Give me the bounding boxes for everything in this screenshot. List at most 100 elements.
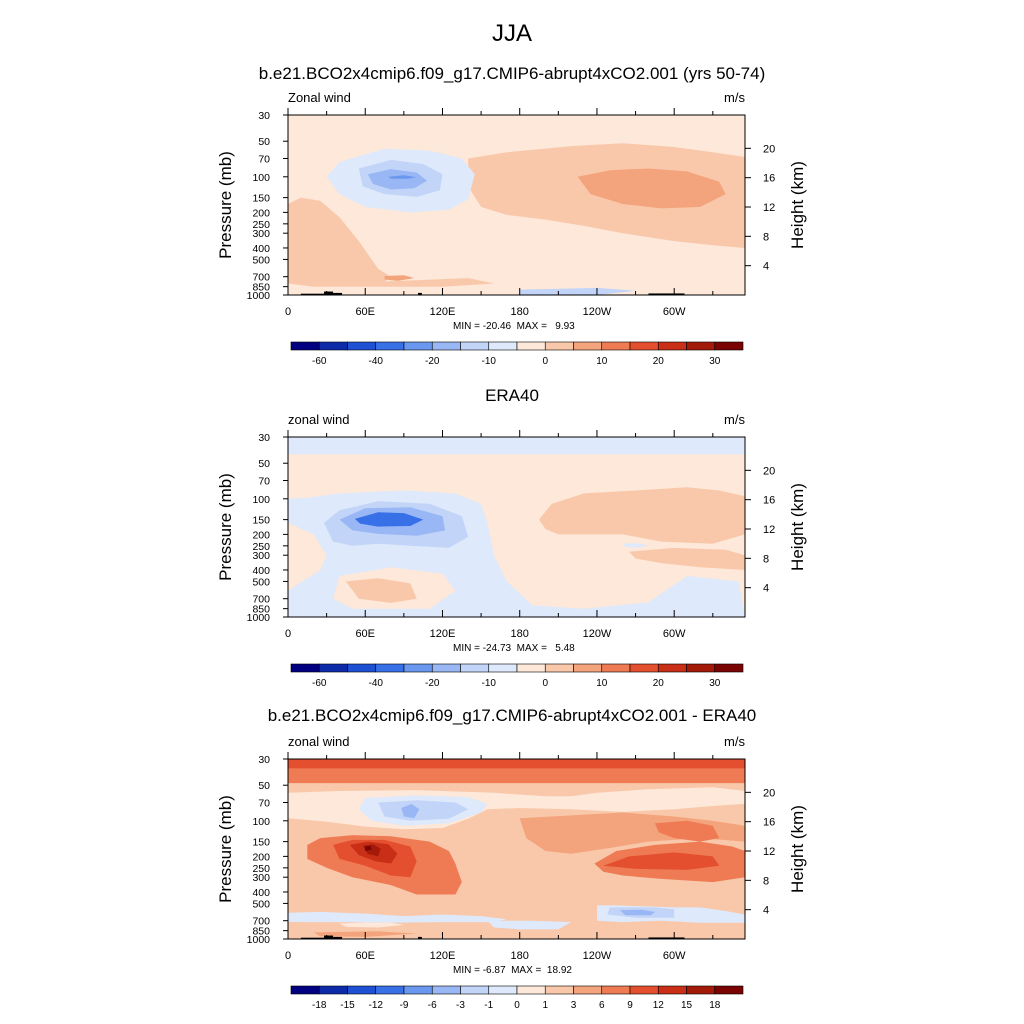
colorbar-swatch bbox=[375, 985, 405, 995]
x-tick-label: 120E bbox=[430, 950, 456, 962]
topography-block bbox=[324, 935, 334, 939]
topography-block bbox=[418, 936, 422, 939]
contour-region bbox=[401, 803, 420, 819]
x-tick-label: 180 bbox=[511, 950, 529, 962]
y-tick-label: 30 bbox=[258, 432, 270, 444]
right-tick-label: 12 bbox=[763, 846, 775, 858]
contour-region bbox=[367, 169, 427, 190]
colorbar-swatch bbox=[544, 985, 574, 995]
right-tick-label: 8 bbox=[763, 553, 769, 565]
topography-block bbox=[333, 292, 343, 295]
topography-block bbox=[300, 293, 325, 295]
y-tick-label: 70 bbox=[258, 153, 270, 165]
right-tick-label: 4 bbox=[763, 261, 769, 273]
colorbar-swatch bbox=[714, 663, 744, 673]
min-max-text: MIN = -24.73 MAX = 5.48 bbox=[453, 643, 575, 654]
contour-region bbox=[345, 578, 417, 603]
colorbar-label: 3 bbox=[571, 1000, 577, 1011]
contour-region bbox=[620, 909, 655, 916]
y-tick-label: 850 bbox=[252, 926, 270, 938]
colorbar-label: 10 bbox=[596, 356, 608, 367]
y-axis-label: Pressure (mb) bbox=[216, 151, 235, 259]
x-tick-label: 180 bbox=[511, 628, 529, 640]
contour-region bbox=[603, 852, 720, 870]
y-tick-label: 700 bbox=[252, 594, 270, 606]
right-tick-label: 8 bbox=[763, 875, 769, 887]
topography-block bbox=[300, 937, 325, 939]
colorbar-label: -9 bbox=[400, 1000, 409, 1011]
y-tick-label: 70 bbox=[258, 797, 270, 809]
y-tick-label: 1000 bbox=[247, 290, 271, 302]
x-tick-label: 120W bbox=[583, 950, 612, 962]
y-axis-label-right: Height (km) bbox=[788, 161, 807, 249]
colorbar-label: 1 bbox=[542, 1000, 548, 1011]
contour-region bbox=[384, 275, 415, 281]
panel-title: b.e21.BCO2x4cmip6.f09_g17.CMIP6-abrupt4x… bbox=[258, 64, 766, 83]
colorbar-label: 0 bbox=[542, 356, 548, 367]
y-tick-label: 700 bbox=[252, 916, 270, 928]
contour-region bbox=[288, 437, 745, 455]
x-tick-label: 120E bbox=[430, 628, 456, 640]
y-tick-label: 1000 bbox=[247, 934, 271, 946]
colorbar-label: 30 bbox=[709, 356, 721, 367]
colorbar: -60 -40 -20 -10 0 10 20 30 bbox=[290, 663, 744, 689]
colorbar-swatch bbox=[318, 985, 348, 995]
contour-region bbox=[288, 197, 391, 287]
contour-region bbox=[378, 800, 469, 821]
y-tick-label: 150 bbox=[252, 515, 270, 527]
figure-title: JJA bbox=[491, 20, 532, 47]
units-label: m/s bbox=[724, 412, 745, 427]
y-tick-label: 100 bbox=[252, 816, 270, 828]
colorbar-swatch bbox=[601, 985, 631, 995]
colorbar-swatch bbox=[629, 985, 659, 995]
right-tick-label: 16 bbox=[763, 817, 775, 829]
x-tick-label: 0 bbox=[285, 306, 291, 318]
x-tick-label: 60W bbox=[663, 950, 686, 962]
right-tick-label: 4 bbox=[763, 905, 769, 917]
colorbar-label: -3 bbox=[456, 1000, 465, 1011]
x-tick-label: 60E bbox=[355, 950, 375, 962]
y-tick-label: 850 bbox=[252, 604, 270, 616]
colorbar-label: -40 bbox=[369, 356, 384, 367]
right-tick-label: 8 bbox=[763, 231, 769, 243]
topography-block bbox=[418, 292, 422, 295]
x-tick-label: 60W bbox=[663, 628, 686, 640]
y-tick-label: 400 bbox=[252, 887, 270, 899]
colorbar-swatch bbox=[290, 985, 320, 995]
colorbar-swatch bbox=[516, 985, 546, 995]
contour-region bbox=[519, 287, 636, 295]
colorbar-swatch bbox=[714, 341, 744, 351]
contour-region bbox=[577, 168, 726, 209]
y-tick-label: 250 bbox=[252, 863, 270, 875]
right-tick-label: 20 bbox=[763, 143, 775, 155]
x-tick-label: 60E bbox=[355, 306, 375, 318]
y-tick-label: 500 bbox=[252, 898, 270, 910]
x-tick-label: 0 bbox=[285, 628, 291, 640]
colorbar-swatch bbox=[460, 985, 490, 995]
colorbar-swatch bbox=[403, 985, 433, 995]
colorbar-label: -60 bbox=[312, 356, 327, 367]
y-tick-label: 30 bbox=[258, 110, 270, 122]
contour-region bbox=[365, 278, 494, 287]
y-tick-label: 300 bbox=[252, 550, 270, 562]
colorbar-label: 20 bbox=[653, 678, 665, 689]
y-tick-label: 50 bbox=[258, 780, 270, 792]
colorbar-label: 15 bbox=[681, 1000, 693, 1011]
colorbar-label: -6 bbox=[428, 1000, 437, 1011]
colorbar-swatch bbox=[347, 985, 377, 995]
right-tick-label: 16 bbox=[763, 495, 775, 507]
y-tick-label: 500 bbox=[252, 576, 270, 588]
y-tick-label: 850 bbox=[252, 282, 270, 294]
contour-region bbox=[622, 543, 649, 548]
colorbar-label: 18 bbox=[709, 1000, 721, 1011]
contour-region bbox=[365, 845, 372, 851]
y-tick-label: 100 bbox=[252, 494, 270, 506]
y-tick-label: 50 bbox=[258, 136, 270, 148]
y-tick-label: 400 bbox=[252, 565, 270, 577]
colorbar-label: -10 bbox=[482, 678, 497, 689]
contour-region bbox=[288, 928, 745, 939]
right-tick-label: 12 bbox=[763, 202, 775, 214]
colorbar-label: 20 bbox=[653, 356, 665, 367]
